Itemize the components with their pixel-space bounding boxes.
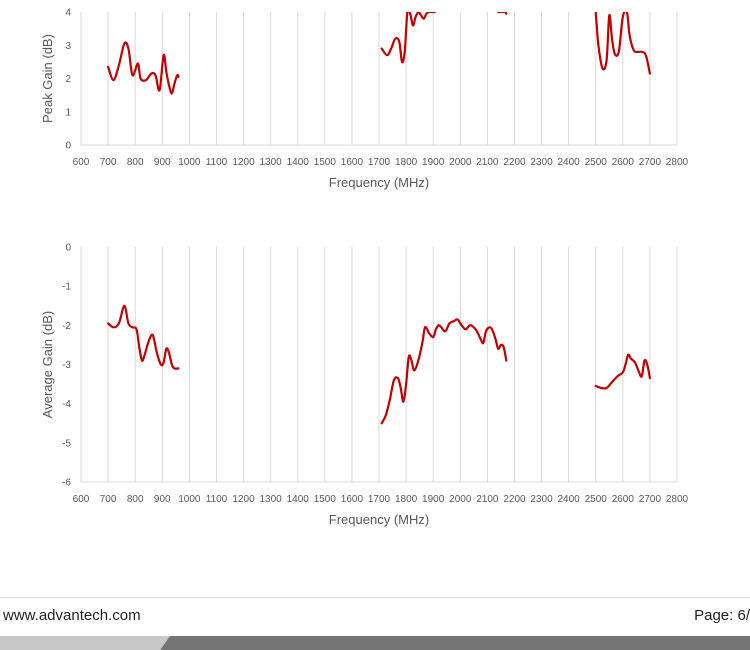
x-axis-title: Frequency (MHz)	[329, 175, 429, 190]
y-tick-label: 0	[65, 243, 71, 254]
x-tick-label: 1400	[287, 157, 310, 168]
x-tick-label: 1500	[314, 157, 337, 168]
x-tick-label: 1900	[422, 157, 445, 168]
footer-url[interactable]: www.advantech.com	[3, 607, 141, 624]
y-axis-title: Average Gain (dB)	[40, 311, 55, 418]
x-tick-label: 1200	[232, 494, 255, 505]
x-tick-label: 1900	[422, 494, 445, 505]
x-tick-label: 2200	[503, 494, 526, 505]
y-tick-label: 4	[65, 8, 71, 19]
x-tick-label: 1200	[232, 157, 255, 168]
y-tick-label: -6	[62, 478, 71, 489]
x-tick-label: 2600	[612, 494, 635, 505]
x-tick-label: 1300	[260, 157, 283, 168]
footer-decorative-bar	[0, 636, 750, 650]
x-tick-label: 1800	[395, 157, 418, 168]
x-tick-label: 800	[127, 157, 144, 168]
series-line-band-4	[594, 12, 651, 75]
x-tick-label: 700	[100, 494, 117, 505]
x-tick-label: 1700	[368, 494, 391, 505]
series-line-band-3	[594, 353, 651, 390]
series-line-band-1	[107, 304, 180, 370]
series-line-band-1	[107, 41, 180, 95]
x-tick-label: 1500	[314, 494, 337, 505]
x-tick-label: 1600	[341, 494, 364, 505]
x-tick-label: 2200	[503, 157, 526, 168]
x-tick-label: 2400	[558, 157, 581, 168]
x-tick-label: 2600	[612, 157, 635, 168]
average-gain-chart: 600 700 800 900 1000 1100 1200 1300 1400 1500 1600…	[40, 243, 689, 528]
x-tick-label: 1600	[341, 157, 364, 168]
x-tick-label: 1000	[178, 157, 201, 168]
x-axis-title: Frequency (MHz)	[329, 512, 429, 527]
x-tick-label: 2800	[666, 157, 689, 168]
y-tick-label: -1	[62, 282, 71, 293]
y-tick-label: 2	[65, 74, 71, 85]
x-tick-label: 1700	[368, 157, 391, 168]
x-tick-label: 1000	[178, 494, 201, 505]
x-tick-label: 2500	[585, 157, 608, 168]
x-tick-label: 900	[154, 494, 171, 505]
x-tick-label: 600	[73, 157, 90, 168]
x-tick-label: 1400	[287, 494, 310, 505]
footer-page-number: Page: 6/	[694, 607, 750, 624]
x-tick-label: 1300	[260, 494, 283, 505]
y-tick-label: -4	[62, 399, 71, 410]
x-tick-label: 2500	[585, 494, 608, 505]
y-tick-label: -5	[62, 438, 71, 449]
x-tick-label: 2700	[639, 157, 662, 168]
peak-gain-chart: 600 700 800 900 1000 1100 1200 1300 1400 1500 1600…	[40, 8, 689, 191]
x-tick-label: 700	[100, 157, 117, 168]
y-tick-label: 0	[65, 141, 71, 152]
x-tick-label: 2800	[666, 494, 689, 505]
x-tick-label: 1800	[395, 494, 418, 505]
y-tick-label: 1	[65, 107, 71, 118]
series-line-band-2	[380, 12, 436, 64]
series-line-band-2	[380, 318, 508, 425]
x-tick-label: 2000	[449, 494, 472, 505]
x-tick-label: 2000	[449, 157, 472, 168]
y-tick-label: -3	[62, 360, 71, 371]
y-tick-label: -2	[62, 321, 71, 332]
x-tick-label: 600	[73, 494, 90, 505]
y-tick-label: 3	[65, 41, 71, 52]
x-tick-label: 2300	[530, 157, 553, 168]
x-tick-label: 1100	[206, 494, 228, 505]
x-tick-label: 1100	[206, 157, 228, 168]
x-tick-label: 2300	[530, 494, 553, 505]
x-tick-label: 2700	[639, 494, 662, 505]
y-axis-title: Peak Gain (dB)	[40, 34, 55, 123]
footer-divider	[0, 597, 750, 598]
x-tick-label: 800	[127, 494, 144, 505]
x-tick-label: 2400	[558, 494, 581, 505]
x-tick-label: 2100	[476, 157, 499, 168]
x-tick-label: 900	[154, 157, 171, 168]
x-tick-label: 2100	[476, 494, 499, 505]
series-line-band-3	[497, 12, 508, 15]
